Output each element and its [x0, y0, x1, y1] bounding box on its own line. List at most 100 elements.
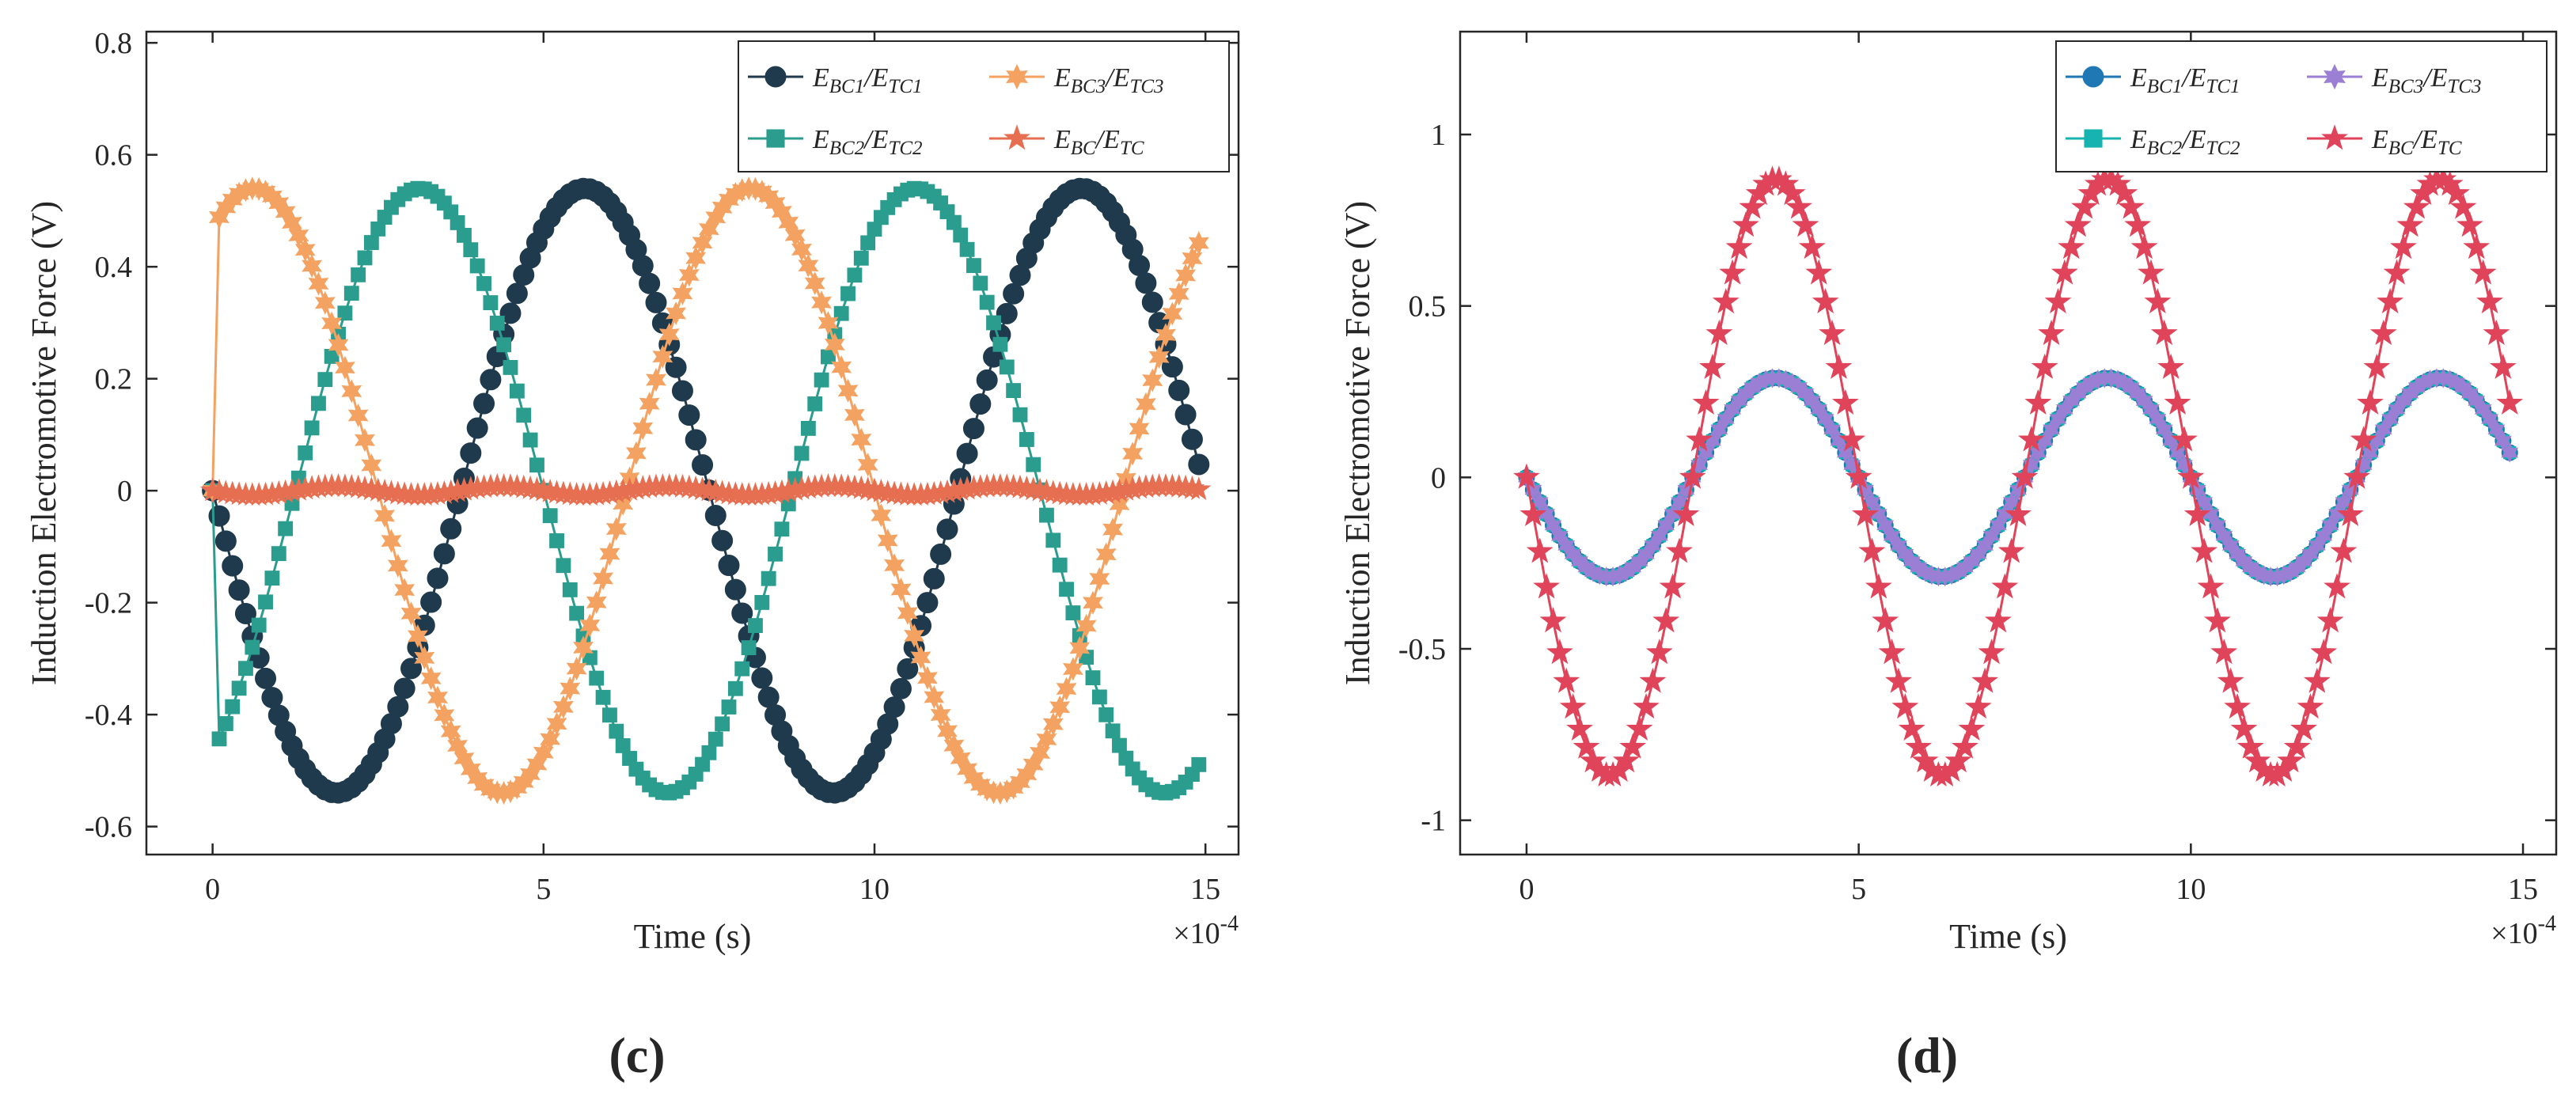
data-point	[599, 542, 620, 567]
data-point	[860, 235, 876, 251]
data-point	[1553, 667, 1580, 693]
data-point	[506, 282, 528, 305]
data-point	[234, 602, 256, 624]
data-point	[897, 601, 918, 625]
data-point	[1878, 639, 1906, 665]
data-point	[1557, 535, 1576, 556]
data-point	[1798, 233, 1826, 260]
data-point	[771, 199, 792, 224]
data-point	[420, 666, 442, 691]
data-point	[2403, 193, 2430, 219]
data-point	[1858, 537, 1886, 563]
data-point	[754, 594, 770, 610]
legend-swatch-marker	[1006, 63, 1028, 90]
panel-label: (d)	[1896, 1027, 1958, 1083]
data-point	[890, 677, 912, 699]
data-point	[1890, 535, 1907, 556]
data-point	[2476, 287, 2503, 314]
legend-label: EBC1/ETC1	[2130, 63, 2240, 97]
data-point	[2150, 319, 2178, 346]
data-point	[2501, 442, 2519, 463]
legend-box	[2055, 40, 2548, 172]
data-point	[2324, 573, 2350, 599]
data-point	[609, 723, 624, 739]
data-point	[2009, 479, 2028, 500]
data-point	[2224, 693, 2251, 719]
panel-c: 0 5 10 15 -0.6 -0.4 -0.2 0 0.2 0.4 0.6 0.8 Time (s) I…	[25, 27, 1240, 1083]
data-point	[701, 745, 717, 760]
data-point	[2064, 211, 2092, 237]
data-point	[768, 546, 783, 562]
y-tick-label: 0.2	[95, 363, 133, 396]
x-scale-multiplier: ×10-4	[1173, 912, 1239, 950]
data-point	[724, 578, 746, 601]
data-point	[831, 355, 852, 380]
data-point	[463, 242, 479, 258]
data-point	[1062, 657, 1083, 681]
data-point	[480, 369, 502, 391]
data-point	[264, 570, 280, 586]
data-point	[602, 707, 617, 723]
data-point	[969, 393, 992, 415]
data-point	[1526, 537, 1554, 563]
axes-box	[1459, 30, 2558, 856]
data-point	[999, 359, 1015, 375]
data-point	[509, 383, 525, 399]
data-point	[1142, 368, 1163, 392]
data-point	[1810, 399, 1828, 419]
data-point	[1022, 752, 1044, 777]
data-point	[857, 453, 878, 477]
data-point	[818, 311, 839, 335]
data-point	[953, 227, 969, 243]
data-point	[1712, 287, 1739, 314]
data-point	[255, 667, 277, 689]
y-tick-label: 0	[1431, 461, 1446, 495]
data-point	[2111, 180, 2138, 206]
data-point	[2138, 259, 2164, 285]
data-point	[2177, 463, 2205, 489]
data-point	[1898, 714, 1925, 741]
data-point	[222, 555, 244, 577]
data-point	[593, 567, 614, 590]
data-point	[2283, 733, 2311, 759]
data-point	[2343, 463, 2371, 489]
data-point	[1705, 319, 1733, 346]
data-point	[211, 731, 227, 747]
data-point	[2005, 500, 2032, 526]
x-tick-label: 15	[2508, 873, 2538, 906]
data-point	[499, 302, 522, 324]
data-point	[1997, 537, 2025, 563]
data-point	[394, 578, 415, 602]
legend-label: EBC1/ETC1	[812, 63, 923, 97]
data-point	[343, 286, 359, 301]
panel-label: (c)	[609, 1027, 665, 1083]
data-point	[2443, 180, 2471, 206]
y-tick-label: -0.4	[85, 699, 132, 732]
data-point	[1052, 557, 1068, 573]
data-point	[1564, 544, 1582, 564]
data-point	[569, 605, 585, 621]
data-point	[658, 322, 680, 347]
data-point	[731, 602, 753, 624]
data-point	[1659, 573, 1686, 599]
data-point	[1036, 727, 1057, 752]
data-point	[851, 427, 872, 452]
data-point	[962, 418, 984, 440]
data-point	[1544, 515, 1562, 536]
data-point	[2183, 500, 2211, 526]
data-point	[1091, 689, 1107, 705]
y-tick-label: 0.4	[95, 251, 133, 284]
data-point	[708, 731, 723, 747]
y-tick-label: -0.6	[85, 811, 132, 844]
data-point	[433, 543, 455, 565]
legend-box	[738, 40, 1230, 172]
data-point	[2357, 389, 2384, 415]
data-point	[1785, 193, 1812, 219]
data-point	[774, 521, 790, 537]
data-point	[1122, 442, 1144, 466]
y-tick-label: 0.8	[95, 27, 133, 60]
data-point	[1105, 723, 1121, 739]
data-point	[1188, 231, 1209, 256]
data-point	[2468, 390, 2486, 411]
x-tick-label: 10	[2176, 873, 2206, 906]
